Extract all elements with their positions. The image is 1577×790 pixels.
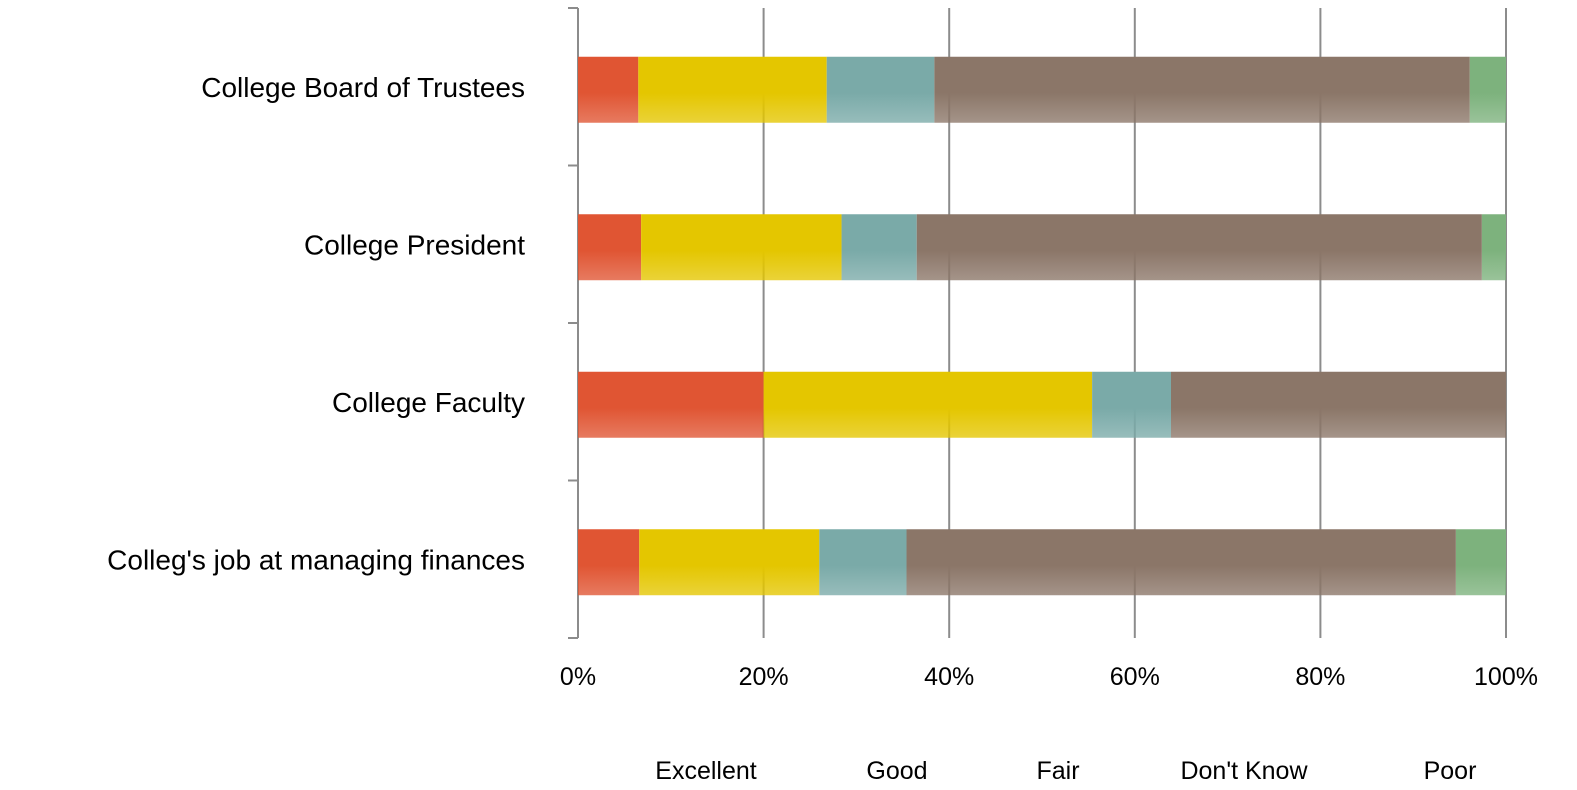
bar-colleg-s-job-at-managing-finances-excellent bbox=[578, 529, 640, 596]
legend-entry-fair: Fair bbox=[1036, 757, 1079, 785]
legend: Excellent Good Fair Don't Know Poor bbox=[655, 757, 1476, 785]
bar-college-faculty-don-t-know bbox=[1170, 371, 1506, 438]
category-label-3: College Faculty bbox=[332, 387, 525, 418]
category-label-4: Colleg's job at managing finances bbox=[107, 544, 525, 575]
x-tick-label-40: 40% bbox=[924, 663, 974, 691]
bar-college-president-don-t-know bbox=[916, 214, 1482, 281]
value-axis bbox=[568, 7, 579, 639]
bars bbox=[578, 56, 1506, 596]
bar-college-president-excellent bbox=[578, 214, 642, 281]
bar-colleg-s-job-at-managing-finances-poor bbox=[1455, 529, 1506, 596]
bar-college-board-of-trustees-fair bbox=[826, 56, 935, 123]
bar-college-faculty-good bbox=[763, 371, 1093, 438]
bar-college-faculty-fair bbox=[1092, 371, 1171, 438]
bar-college-president-poor bbox=[1481, 214, 1506, 281]
x-tick-label-80: 80% bbox=[1295, 663, 1345, 691]
bar-colleg-s-job-at-managing-finances-good bbox=[639, 529, 820, 596]
bar-college-board-of-trustees-excellent bbox=[578, 56, 639, 123]
legend-entry-excellent: Excellent bbox=[655, 757, 756, 785]
bar-college-board-of-trustees-poor bbox=[1469, 56, 1506, 123]
category-labels: College Board of Trustees College Preside… bbox=[107, 72, 525, 576]
x-tick-label-0: 0% bbox=[560, 663, 596, 691]
bar-college-president-good bbox=[641, 214, 842, 281]
legend-entry-good: Good bbox=[866, 757, 927, 785]
legend-entry-don-t-know: Don't Know bbox=[1180, 757, 1308, 785]
bar-college-board-of-trustees-don-t-know bbox=[934, 56, 1470, 123]
bar-college-president-fair bbox=[841, 214, 917, 281]
x-tick-label-60: 60% bbox=[1110, 663, 1160, 691]
bar-college-board-of-trustees-good bbox=[638, 56, 827, 123]
category-label-2: College President bbox=[304, 229, 525, 260]
x-tick-labels: 0% 20% 40% 60% 80% 100% bbox=[560, 663, 1538, 691]
legend-entry-poor: Poor bbox=[1424, 757, 1477, 785]
bar-colleg-s-job-at-managing-finances-don-t-know bbox=[906, 529, 1456, 596]
bar-college-faculty-excellent bbox=[578, 371, 764, 438]
x-tick-label-100: 100% bbox=[1474, 663, 1538, 691]
category-label-1: College Board of Trustees bbox=[201, 72, 525, 103]
bar-colleg-s-job-at-managing-finances-fair bbox=[819, 529, 907, 596]
x-tick-label-20: 20% bbox=[739, 663, 789, 691]
